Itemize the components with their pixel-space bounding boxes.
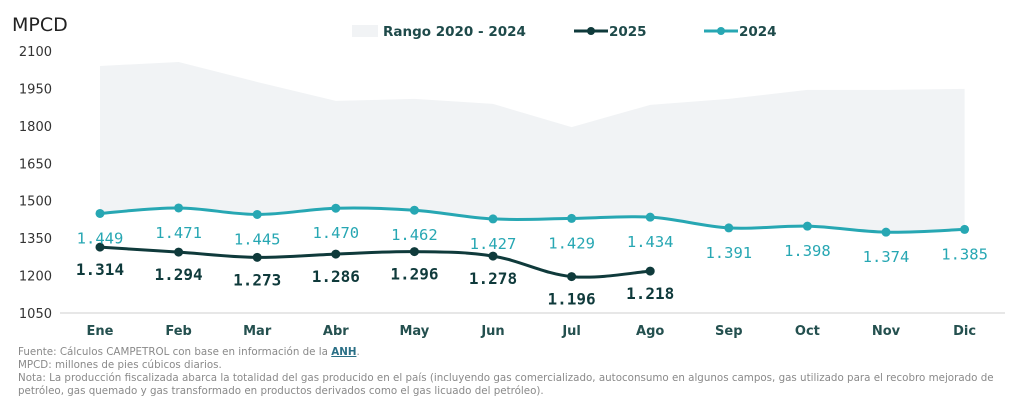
series-2024-data-label: 1.391 xyxy=(705,244,752,262)
series-2025-data-label: 1.196 xyxy=(548,290,596,309)
y-tick-label: 1050 xyxy=(19,307,52,322)
source-note-suffix: . xyxy=(356,346,360,358)
y-tick-label: 1200 xyxy=(19,270,52,285)
legend-2024-label: 2024 xyxy=(739,24,777,40)
legend-item-range[interactable]: Rango 2020 - 2024 xyxy=(352,24,526,40)
footnotes: Fuente: Cálculos CAMPETROL con base en i… xyxy=(18,346,1024,398)
series-2025-point xyxy=(174,247,184,257)
legend-2024-marker xyxy=(717,27,725,35)
y-tick-label: 1500 xyxy=(19,195,52,210)
series-2024-point xyxy=(881,227,891,237)
x-tick-label: May xyxy=(400,324,430,339)
series-2024-point xyxy=(95,208,105,218)
x-tick-label: Nov xyxy=(872,324,901,339)
series-2024-point xyxy=(331,203,341,213)
series-2024-data-label: 1.374 xyxy=(863,248,910,266)
series-2024-data-label: 1.434 xyxy=(627,233,674,251)
series-layer xyxy=(95,203,970,282)
series-2025-data-label: 1.273 xyxy=(233,270,281,289)
series-2024-data-label: 1.398 xyxy=(784,242,831,260)
y-tick-label: 1950 xyxy=(19,82,52,97)
anh-link[interactable]: ANH xyxy=(331,346,357,358)
legend-range-label: Rango 2020 - 2024 xyxy=(383,24,526,40)
x-tick-label: Mar xyxy=(243,324,272,339)
series-2025-point xyxy=(331,249,341,259)
series-2025-point xyxy=(488,251,498,261)
x-tick-label: Feb xyxy=(165,324,191,339)
note-line-2: petróleo, gas quemado y gas transformado… xyxy=(18,385,544,397)
series-2025-data-label: 1.296 xyxy=(390,265,438,284)
series-2024-data-label: 1.470 xyxy=(312,224,359,242)
series-2024-point xyxy=(488,214,498,224)
series-2025-data-label: 1.218 xyxy=(626,284,674,303)
series-2024-point xyxy=(252,209,262,219)
legend-item-2024[interactable]: 2024 xyxy=(704,24,777,40)
y-axis-unit-label: MPCD xyxy=(12,14,68,36)
unit-note: MPCD: millones de pies cúbicos diarios. xyxy=(18,359,222,371)
y-tick-label: 1650 xyxy=(19,157,52,172)
series-2024-data-label: 1.449 xyxy=(77,229,124,247)
series-2025-data-label: 1.278 xyxy=(469,269,517,288)
legend-item-2025[interactable]: 2025 xyxy=(574,24,647,40)
series-2025-point xyxy=(567,272,577,282)
note-line-1: Nota: La producción fiscalizada abarca l… xyxy=(18,372,994,384)
y-tick-label: 2100 xyxy=(19,45,52,60)
series-2024-data-label: 1.462 xyxy=(391,226,438,244)
x-tick-label: Abr xyxy=(323,324,349,339)
legend-2025-marker xyxy=(587,27,595,35)
x-tick-label: Jun xyxy=(480,324,504,339)
data-labels-layer: 1.314 1.294 1.273 1.286 1.296 1.278 1.196 1.218… xyxy=(76,224,988,309)
series-2024-point xyxy=(802,221,812,231)
series-2025-point xyxy=(645,266,655,276)
x-axis: Ene Feb Mar Abr May Jun Jul Ago Sep Oct Nov Dic xyxy=(60,312,1005,339)
series-2024-point xyxy=(409,205,419,215)
series-2025-data-label: 1.286 xyxy=(312,267,360,286)
x-tick-label: Sep xyxy=(715,324,743,339)
series-2024-data-label: 1.429 xyxy=(548,234,595,252)
y-axis: 1050 1200 1350 1500 1650 1800 1950 2100 xyxy=(19,45,52,322)
series-2025-data-label: 1.314 xyxy=(76,260,124,279)
series-2024-data-label: 1.385 xyxy=(941,245,988,263)
series-2024-data-label: 1.471 xyxy=(155,224,202,242)
x-tick-label: Oct xyxy=(795,324,820,339)
range-area-layer xyxy=(100,61,965,233)
series-2025-line xyxy=(98,245,652,279)
y-tick-label: 1350 xyxy=(19,232,52,247)
legend-range-swatch xyxy=(352,25,378,37)
series-2024-point xyxy=(960,224,970,234)
x-tick-label: Ene xyxy=(87,324,114,339)
x-tick-label: Dic xyxy=(953,324,976,339)
series-2025-point xyxy=(252,252,262,262)
series-2024-data-label: 1.445 xyxy=(234,230,281,248)
x-tick-label: Jul xyxy=(561,324,581,339)
x-tick-label: Ago xyxy=(636,324,664,339)
series-2024-point xyxy=(174,203,184,213)
series-2024-line xyxy=(98,206,967,234)
series-2024-data-label: 1.427 xyxy=(470,235,517,253)
series-2025-point xyxy=(95,242,105,252)
legend-2025-label: 2025 xyxy=(609,24,647,40)
y-tick-label: 1800 xyxy=(19,120,52,135)
source-note-text: Fuente: Cálculos CAMPETROL con base en i… xyxy=(18,346,332,358)
series-2025-data-label: 1.294 xyxy=(155,265,203,284)
legend: Rango 2020 - 2024 2025 2024 xyxy=(352,24,777,40)
series-2024-point xyxy=(645,212,655,222)
range-area-2020-2024 xyxy=(100,61,965,233)
series-2024-point xyxy=(724,223,734,233)
series-2025-point xyxy=(409,247,419,257)
series-2024-point xyxy=(567,213,577,223)
line-chart: MPCD Rango 2020 - 2024 2025 2024 1050 120… xyxy=(12,14,1005,339)
source-note: Fuente: Cálculos CAMPETROL con base en i… xyxy=(18,346,1024,359)
